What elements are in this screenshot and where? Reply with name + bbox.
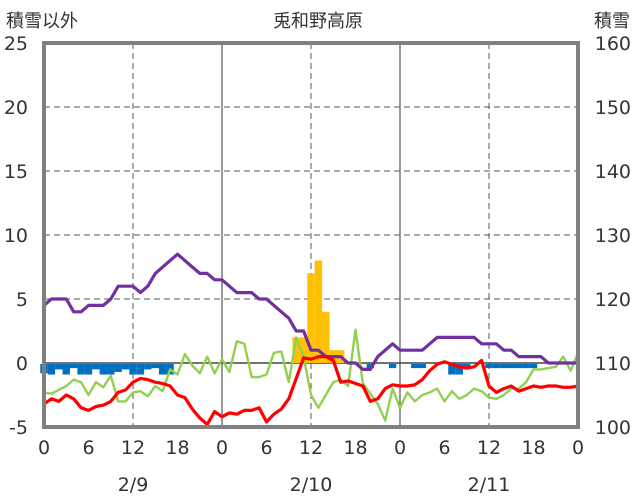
x-tick-label: 6	[260, 437, 272, 459]
precipitation-bar	[299, 337, 308, 363]
x-tick-label: 12	[299, 437, 323, 459]
right-tick-label: 100	[595, 417, 631, 439]
sunshine-bar	[47, 364, 56, 375]
left-axis-label: 積雪以外	[6, 11, 78, 32]
left-tick-label: 25	[4, 33, 28, 55]
sunshine-bar	[69, 364, 78, 369]
precipitation-bar	[322, 311, 330, 363]
sunshine-bar	[92, 364, 100, 370]
x-tick-label: 6	[82, 437, 94, 459]
sunshine-bar	[455, 364, 464, 375]
precipitation-bar	[292, 337, 300, 363]
sunshine-bar	[485, 364, 493, 369]
left-tick-label: 20	[4, 97, 28, 119]
right-tick-label: 110	[595, 353, 631, 375]
sunshine-bar	[529, 364, 538, 369]
series-lines	[42, 252, 580, 426]
sunshine-bar	[129, 364, 137, 375]
sunshine-bar	[507, 364, 515, 369]
x-tick-label: 0	[394, 437, 406, 459]
sunshine-bar	[136, 364, 145, 375]
x-tick-label: 18	[521, 437, 545, 459]
sunshine-bar	[55, 364, 63, 370]
sunshine-bar	[492, 364, 501, 369]
sunshine-bar	[158, 364, 167, 375]
sunshine-bar	[84, 364, 93, 375]
right-tick-label: 150	[595, 97, 631, 119]
x-tick-label: 6	[438, 437, 450, 459]
right-tick-label: 130	[595, 225, 631, 247]
wind-line	[42, 328, 580, 422]
date-label: 2/10	[290, 474, 333, 496]
sunshine-bar	[77, 364, 85, 375]
right-tick-label: 160	[595, 33, 631, 55]
left-tick-label: -5	[9, 417, 28, 439]
sunshine-bar	[62, 364, 70, 375]
x-tick-label: 0	[38, 437, 50, 459]
right-tick-label: 140	[595, 161, 631, 183]
sunshine-bar	[388, 364, 397, 369]
right-axis-label: 積雪	[594, 11, 630, 32]
sunshine-bar	[151, 364, 159, 369]
sunshine-bar	[514, 364, 523, 369]
plot-frame	[42, 41, 580, 429]
sunshine-bar	[107, 364, 115, 375]
precipitation-bar	[307, 273, 315, 363]
sunshine-bar	[114, 364, 122, 372]
x-tick-label: 12	[121, 437, 145, 459]
sunshine-bar	[144, 364, 152, 370]
left-tick-label: 10	[4, 225, 28, 247]
right-tick-label: 120	[595, 289, 631, 311]
x-tick-label: 18	[343, 437, 367, 459]
sunshine-bar	[411, 364, 419, 369]
x-tick-label: 0	[216, 437, 228, 459]
chart-title: 兎和野高原	[273, 11, 363, 32]
snow-depth-line	[42, 252, 580, 371]
left-tick-label: 5	[16, 289, 28, 311]
sunshine-bar	[366, 364, 375, 369]
sunshine-bar	[121, 364, 130, 370]
x-tick-label: 0	[572, 437, 584, 459]
temperature-line	[42, 355, 580, 426]
sunshine-bar	[522, 364, 530, 369]
left-tick-label: 0	[16, 353, 28, 375]
sunshine-bar	[500, 364, 508, 369]
sunshine-bar	[99, 364, 108, 375]
sunshine-bar	[448, 364, 456, 375]
sunshine-bar	[463, 364, 471, 369]
date-label: 2/9	[118, 474, 149, 496]
date-label: 2/11	[468, 474, 511, 496]
x-tick-label: 18	[165, 437, 189, 459]
x-tick-label: 12	[477, 437, 501, 459]
precipitation-bar	[314, 260, 323, 363]
left-tick-label: 15	[4, 161, 28, 183]
sunshine-bar	[418, 364, 426, 369]
